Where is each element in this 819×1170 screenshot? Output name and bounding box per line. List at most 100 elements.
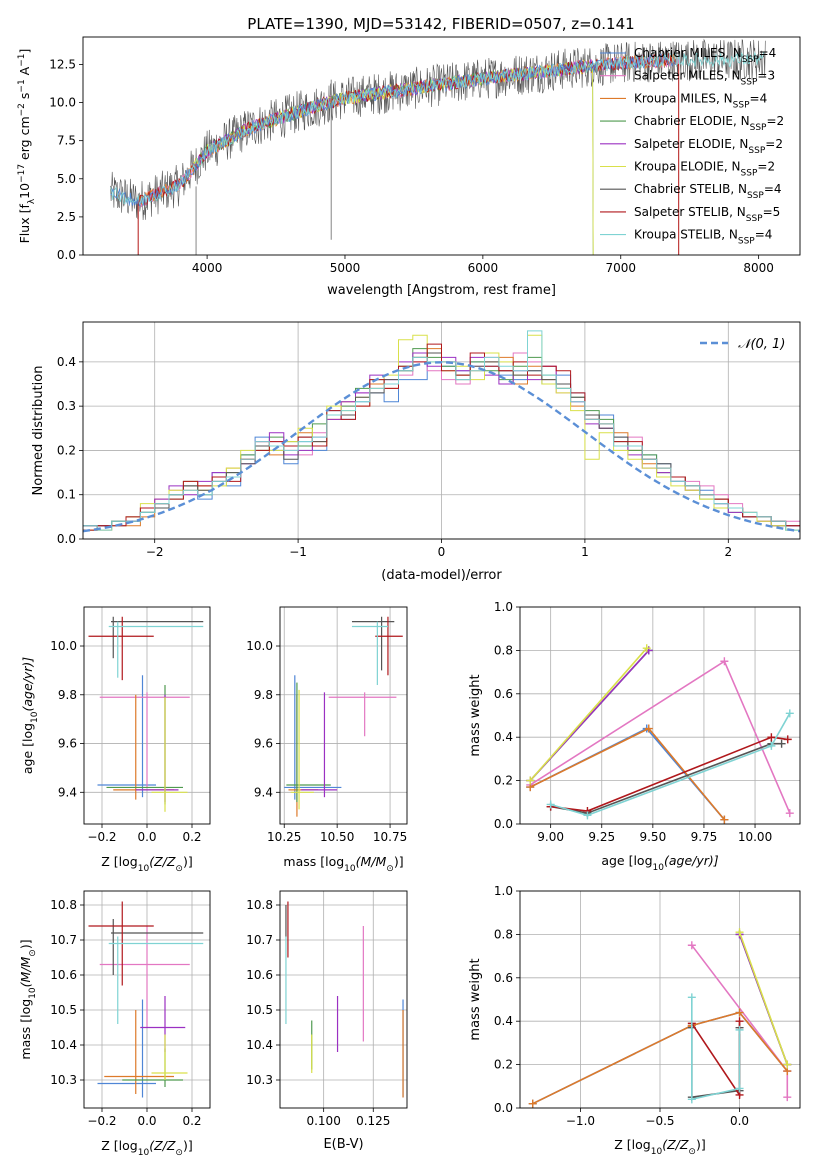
y-axis-label: age [log10(age/yr)] — [20, 657, 40, 774]
y-tick-label: 10.7 — [50, 933, 77, 947]
x-tick-label: −0.2 — [87, 1114, 116, 1128]
normal-reference-curve — [83, 361, 800, 533]
mass-weight-line-kroupa-elodie — [738, 931, 789, 1065]
x-tick-label: 0 — [438, 545, 446, 559]
mass-weight-line-salpeter-stelib — [691, 1021, 741, 1098]
mass-age-plot: 10.25 10.50 10.75 9.4 9.6 9.8 10.0 mass [log10(… — [246, 606, 408, 874]
x-tick-label: 6000 — [468, 261, 499, 275]
spectrum-line-kroupa-stelib — [110, 51, 765, 205]
y-tick-label: 9.4 — [254, 785, 273, 799]
y-tick-label: 10.5 — [246, 1003, 273, 1017]
x-tick-label: 0.0 — [137, 1114, 156, 1128]
y-tick-label: 0.8 — [494, 643, 513, 657]
y-tick-label: 7.5 — [57, 134, 76, 148]
x-tick-label: 5000 — [330, 261, 361, 275]
figure-title: PLATE=1390, MJD=53142, FIBERID=0507, z=0… — [247, 15, 634, 33]
mass-weight-marker — [785, 809, 794, 818]
mass-weight-marker — [720, 657, 729, 666]
error-bars — [88, 901, 204, 1098]
axes-frame — [279, 890, 408, 1109]
y-tick-label: 10.7 — [246, 933, 273, 947]
mass-weight-marker — [777, 739, 786, 748]
x-tick-label: 0.100 — [306, 1114, 340, 1128]
mass-weight-marker — [644, 724, 653, 733]
x-tick-label: 0.2 — [182, 830, 201, 844]
mass-weight-line-kroupa-stelib — [691, 997, 741, 1101]
x-axis-label: wavelength [Angstrom, rest frame] — [327, 283, 556, 298]
x-tick-label: 4000 — [192, 261, 223, 275]
mass-weight-marker — [642, 644, 651, 653]
x-tick-label: 0.0 — [137, 830, 156, 844]
mass-weight-marker — [528, 1099, 537, 1108]
y-tick-label: 9.6 — [254, 737, 273, 751]
y-tick-label: 0.0 — [57, 248, 76, 262]
legend-entry: Chabrier MILES, NSSP=4 — [634, 46, 776, 65]
y-tick-label: 9.8 — [58, 688, 77, 702]
x-axis-label: Z [log10(Z/Z⊙)] — [101, 1138, 192, 1158]
mass-weight-line-kroupa-stelib — [550, 712, 791, 817]
y-tick-label: 0.8 — [494, 927, 513, 941]
mass-weight-marker — [735, 1017, 744, 1026]
y-tick-label: 0.1 — [57, 488, 76, 502]
y-tick-label: 10.6 — [50, 968, 77, 982]
spectrum-line-chabrier-miles — [110, 53, 676, 207]
axes-frame — [519, 606, 801, 825]
mass-weight-line-chabrier-stelib — [691, 1027, 741, 1099]
residual-histogram-plot: −2 −1 0 1 2 0.0 0.1 0.2 0.3 0.4 𝒩(0, 1) (data-model… — [31, 321, 801, 583]
mass-weight-marker — [687, 941, 696, 950]
spectrum-plot: 4000 5000 6000 7000 8000 0.0 2.5 5.0 7.5 10.0 12.5… — [17, 36, 801, 298]
y-tick-label: 0.2 — [494, 1058, 513, 1072]
x-tick-label: 1 — [581, 545, 589, 559]
y-tick-label: 10.8 — [50, 898, 77, 912]
legend-entry: Kroupa ELODIE, NSSP=2 — [634, 160, 775, 179]
x-axis-label: mass [log10(M/M⊙)] — [283, 854, 403, 874]
legend-entry: Chabrier STELIB, NSSP=4 — [634, 182, 782, 201]
x-tick-label: 7000 — [605, 261, 636, 275]
x-tick-label: 9.75 — [691, 830, 718, 844]
x-axis-label: (data-model)/error — [381, 568, 502, 583]
y-tick-label: 10.5 — [50, 1003, 77, 1017]
x-tick-label: −2 — [146, 545, 164, 559]
y-tick-label: 10.0 — [49, 96, 76, 110]
x-axis-label: Z [log10(Z/Z⊙)] — [614, 1137, 705, 1157]
axes-frame — [519, 890, 801, 1109]
x-tick-label: 0.125 — [356, 1114, 390, 1128]
mass-weight-marker — [735, 1025, 744, 1034]
y-axis-label: mass [log10(M/M⊙)] — [18, 939, 38, 1059]
y-axis-label: Flux [fλ10−17 erg cm−2 s−1 A−1] — [17, 49, 37, 244]
error-bars — [284, 616, 403, 817]
legend-entry: Kroupa MILES, NSSP=4 — [634, 91, 767, 110]
axes-frame — [279, 606, 408, 825]
y-tick-label: 0.3 — [57, 399, 76, 413]
y-tick-label: 12.5 — [49, 57, 76, 71]
mass-weight-marker — [785, 709, 794, 718]
mass-weight-marker — [720, 815, 729, 824]
mass-weight-marker — [783, 1060, 792, 1069]
mass-weight-marker — [546, 800, 555, 809]
x-tick-label: 8000 — [743, 261, 774, 275]
x-tick-label: 10.50 — [320, 830, 354, 844]
mass-weight-marker — [783, 1093, 792, 1102]
mass-weight-marker — [767, 733, 776, 742]
mass-weight-line-kroupa-elodie — [529, 647, 648, 782]
z-massweight-plot: −1.0 −0.5 0.0 0.0 0.2 0.4 0.6 0.8 1.0 Z [log10(Z/… — [468, 884, 801, 1157]
legend-entry: Kroupa STELIB, NSSP=4 — [634, 228, 772, 247]
y-tick-label: 0.2 — [57, 443, 76, 457]
mass-weight-marker — [526, 776, 535, 785]
mass-weight-marker — [687, 993, 696, 1002]
mass-weight-marker — [735, 1008, 744, 1017]
error-bars — [285, 901, 404, 1098]
z-age-plot: −0.2 0.0 0.2 9.4 9.6 9.8 10.0 Z [log10(Z/Z⊙)] ag… — [20, 606, 211, 874]
x-axis-label: age [log10(age/yr)] — [601, 853, 718, 873]
y-axis-label: Normed distribution — [31, 366, 46, 496]
x-tick-label: 10.25 — [267, 830, 301, 844]
spectrum-line-kroupa-miles — [137, 53, 680, 255]
y-tick-label: 9.6 — [58, 737, 77, 751]
y-tick-label: 0.4 — [57, 355, 76, 369]
x-tick-label: 10.00 — [738, 830, 772, 844]
y-tick-label: 10.0 — [50, 639, 77, 653]
mass-weight-lines — [526, 644, 794, 824]
x-tick-label: 2 — [724, 545, 732, 559]
y-tick-label: 0.0 — [494, 817, 513, 831]
